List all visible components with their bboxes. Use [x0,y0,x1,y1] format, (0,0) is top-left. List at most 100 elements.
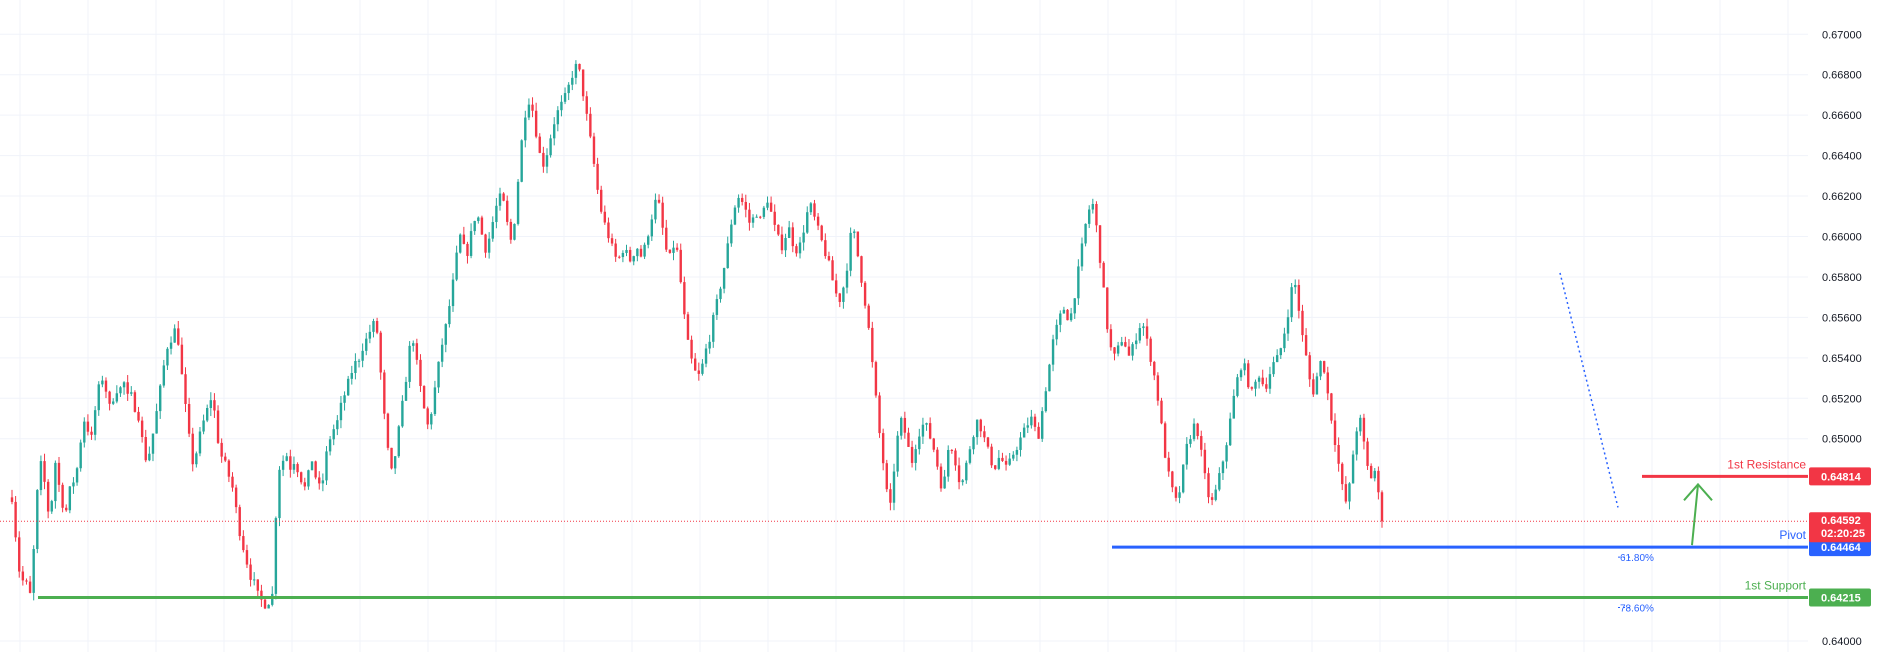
candle-body [549,138,552,156]
candle-body [343,395,346,403]
candle-body [1275,355,1279,363]
candle-body [151,433,155,454]
candle-body [838,293,841,302]
candle-body [1200,436,1203,450]
candle-body [610,238,614,244]
candle-body [1344,484,1348,502]
candle-body [1077,266,1080,299]
candle-body [213,400,216,411]
resistance-level[interactable]: 1st Resistance [1642,457,1808,478]
candle-body [379,332,382,373]
price-tick-label: 0.65800 [1822,272,1862,284]
candle-body [281,460,285,470]
candle-body [1348,483,1351,502]
candle-body [1333,420,1337,446]
candle-body [730,224,733,244]
candle-body [1207,473,1210,498]
candle-body [144,437,147,461]
candle-body [947,449,950,477]
candle-body [983,431,986,438]
candle-body [198,431,202,454]
support-price: 0.64215 [1821,592,1861,604]
candle-body [112,401,115,404]
candle-body [914,449,917,463]
candle-body [205,407,209,421]
candle-body [1084,223,1087,244]
candle-body [1261,377,1264,385]
candle-body [950,449,954,451]
candle-body [303,482,306,487]
candle-body [1294,284,1297,288]
price-tick-label: 0.64000 [1822,636,1862,648]
candle-body [693,358,697,371]
candle-body [404,381,408,401]
price-tick-label: 0.66400 [1822,151,1862,163]
candle-body [480,217,484,235]
candle-body [191,433,194,465]
candle-body [603,211,607,223]
candle-body [502,193,505,201]
candle-body [1149,338,1152,362]
candle-body [115,393,119,402]
candle-body [708,341,711,349]
candle-body [18,537,21,572]
candle-body [802,232,805,243]
candle-body [430,414,433,425]
candle-body [621,252,625,258]
candle-body [903,417,907,433]
candle-body [545,155,549,167]
candle-body [1228,418,1232,446]
candle-body [397,426,400,457]
candle-body [1127,346,1131,356]
candle-body [1069,313,1073,321]
candle-body [1250,387,1254,389]
candle-body [957,465,961,483]
candle-body [1257,377,1261,382]
candle-body [451,279,455,307]
candle-body [578,63,581,70]
grid-lines [0,0,1808,652]
candle-body [585,96,588,114]
candle-body [1026,425,1029,428]
support-level[interactable]: 1st Support [38,578,1808,599]
candle-body [437,361,440,388]
arrow-head [1683,482,1713,501]
candle-body [289,456,292,470]
candle-body [625,249,628,253]
candle-body [1185,443,1189,465]
candle-body [726,243,729,269]
candle-body [231,476,234,488]
price-tick-label: 0.65400 [1822,353,1862,365]
candle-body [704,348,708,364]
pivot-label: Pivot [1779,528,1806,542]
price-tick-label: 0.65000 [1822,434,1862,446]
candle-body [1160,400,1163,424]
candle-body [853,231,856,233]
candle-body [874,362,878,396]
candle-body [715,299,719,315]
candle-body [654,199,657,220]
candle-body [650,219,654,237]
candle-body [618,256,621,258]
candle-body [690,339,693,359]
candle-body [1091,203,1095,210]
candle-body [509,221,513,240]
candle-body [234,487,238,508]
candle-body [1369,465,1373,479]
candle-body [68,486,72,511]
candle-body [487,238,491,253]
candle-body [856,231,860,257]
projection-arrow[interactable] [1683,482,1713,546]
candle-body [1283,333,1286,349]
pivot-level[interactable]: Pivot [1112,528,1808,549]
candle-body [1120,342,1123,346]
fib-swing-line [1559,272,1619,508]
candle-body [553,124,556,139]
candle-body [93,410,97,435]
candlestick-series [10,60,1384,610]
candle-body [769,202,773,212]
fib-retracement: 61.80% 78.60% [1559,272,1654,614]
candle-body [1174,487,1178,498]
resistance-price: 0.64814 [1821,471,1862,483]
